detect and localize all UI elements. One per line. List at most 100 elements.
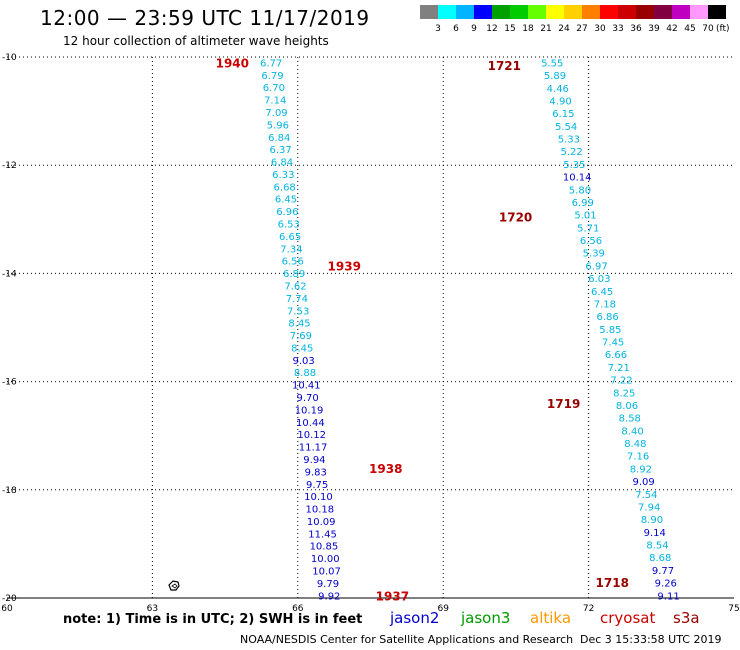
colorbar-swatch	[600, 5, 618, 19]
wave-height-label: 9.79	[317, 579, 339, 590]
latitude-tick-label: -10	[2, 53, 17, 63]
island-outline	[168, 580, 180, 591]
footer-credit: NOAA/NESDIS Center for Satellite Applica…	[240, 633, 574, 646]
wave-height-label: 5.54	[555, 122, 577, 133]
wave-height-label: 9.11	[657, 591, 679, 602]
wave-height-label: 6.37	[269, 145, 291, 156]
wave-height-label: 6.56	[282, 257, 304, 268]
wave-height-label: 5.33	[558, 135, 580, 146]
wave-height-label: 8.92	[630, 464, 652, 475]
wave-height-label: 10.44	[296, 418, 325, 429]
colorbar-tick-label: 33	[612, 24, 624, 34]
wave-height-label: 6.45	[591, 287, 613, 298]
wave-height-label: 10.07	[312, 567, 341, 578]
track-cryosat: 6.776.796.707.147.095.966.846.376.846.33…	[216, 56, 409, 603]
colorbar-tick-label: 42	[666, 24, 678, 34]
wave-height-label: 7.45	[602, 338, 624, 349]
wave-height-label: 6.70	[263, 83, 285, 94]
wave-height-label: 11.17	[299, 443, 328, 454]
wave-height-label: 10.85	[310, 542, 339, 553]
wave-height-label: 4.46	[547, 84, 569, 95]
colorbar-swatch	[672, 5, 690, 19]
wave-height-label: 8.88	[294, 368, 316, 379]
pass-time-label: 1721	[488, 59, 521, 73]
wave-height-label: 5.22	[561, 147, 583, 158]
pass-time-label: 1718	[596, 576, 629, 590]
wave-height-label: 5.85	[599, 325, 621, 336]
latitude-tick-label: -12	[2, 161, 17, 171]
colorbar-tick-label: 3	[435, 24, 441, 34]
wave-height-label: 6.84	[271, 158, 293, 169]
wave-height-label: 9.14	[644, 528, 666, 539]
wave-height-label: 4.90	[549, 96, 571, 107]
wave-height-label: 5.96	[267, 120, 289, 131]
colorbar-swatch	[456, 5, 474, 19]
colorbar-tick-label: 70	[702, 24, 714, 34]
wave-height-label: 6.77	[260, 58, 282, 69]
wave-height-label: 10.09	[307, 517, 336, 528]
pass-time-label: 1940	[216, 56, 249, 70]
pass-time-label: 1720	[499, 211, 532, 225]
wave-height-label: 8.58	[619, 414, 641, 425]
satellite-legend-s3a: s3a	[673, 609, 700, 627]
wave-height-label: 9.75	[306, 480, 328, 491]
colorbar-swatch	[510, 5, 528, 19]
wave-height-label: 7.16	[627, 452, 649, 463]
latitude-tick-label: -16	[2, 378, 17, 388]
wave-height-label: 8.54	[646, 541, 668, 552]
wave-height-label: 6.68	[274, 182, 296, 193]
pass-time-label: 1719	[547, 397, 580, 411]
wave-height-label: 7.69	[290, 331, 312, 342]
colorbar-swatch	[546, 5, 564, 19]
wave-height-label: 8.40	[621, 426, 643, 437]
latitude-tick-label: -18	[2, 486, 17, 496]
wave-height-label: 8.45	[291, 343, 313, 354]
footer-timestamp: Dec 3 15:33:58 UTC 2019	[580, 633, 722, 646]
wave-height-label: 10.18	[306, 505, 335, 516]
longitude-tick-label: 63	[147, 604, 158, 614]
wave-height-label: 7.62	[284, 281, 306, 292]
colorbar-tick-label: 21	[540, 24, 552, 34]
wave-height-label: 9.70	[297, 393, 319, 404]
colorbar-tick-label: 39	[648, 24, 660, 34]
longitude-tick-label: 75	[728, 604, 739, 614]
wave-height-label: 7.34	[280, 244, 302, 255]
wave-height-label: 6.66	[605, 350, 627, 361]
wave-height-label: 6.84	[268, 133, 290, 144]
colorbar-tick-label: 24	[558, 24, 570, 34]
wave-height-label: 10.00	[311, 554, 340, 565]
colorbar-swatch	[618, 5, 636, 19]
colorbar-tick-label: 12	[486, 24, 498, 34]
wave-height-label: 6.53	[278, 220, 300, 231]
longitude-tick-label: 60	[1, 604, 13, 614]
longitude-tick-label: 66	[292, 604, 304, 614]
island-outline-inner	[171, 583, 178, 589]
map-subtitle: 12 hour collection of altimeter wave hei…	[63, 34, 329, 48]
colorbar-tick-label: 27	[576, 24, 588, 34]
wave-height-label: 10.10	[304, 492, 333, 503]
satellite-legend-jason3: jason3	[461, 609, 511, 627]
longitude-tick-label: 72	[583, 604, 594, 614]
wave-height-label: 11.45	[308, 529, 337, 540]
wave-height-label: 5.35	[563, 160, 585, 171]
wave-height-label: 7.14	[264, 96, 286, 107]
satellite-legend-altika: altika	[530, 609, 572, 627]
wave-height-label: 9.77	[652, 566, 674, 577]
wave-height-label: 7.22	[610, 376, 632, 387]
legend-note: note: 1) Time is in UTC; 2) SWH is in fe…	[63, 612, 363, 627]
colorbar-swatch	[492, 5, 510, 19]
wave-height-label: 6.79	[261, 71, 283, 82]
wave-height-label: 8.25	[613, 388, 635, 399]
wave-height-label: 7.09	[265, 108, 287, 119]
track-s3a: 5.55 5.89 4.464.90 6.15 5.54 5.335.22 5.35 10.1…	[488, 58, 680, 602]
wave-height-label: 9.09	[633, 477, 655, 488]
colorbar-tick-label: 30	[594, 24, 606, 34]
longitude-tick-label: 69	[437, 604, 449, 614]
wave-height-label: 6.33	[272, 170, 294, 181]
colorbar-swatch	[474, 5, 492, 19]
wave-height-label: 6.96	[276, 207, 298, 218]
wave-height-label: 5.55	[541, 58, 563, 69]
wave-height-label: 7.21	[608, 363, 630, 374]
wave-height-label: 5.71	[577, 223, 599, 234]
